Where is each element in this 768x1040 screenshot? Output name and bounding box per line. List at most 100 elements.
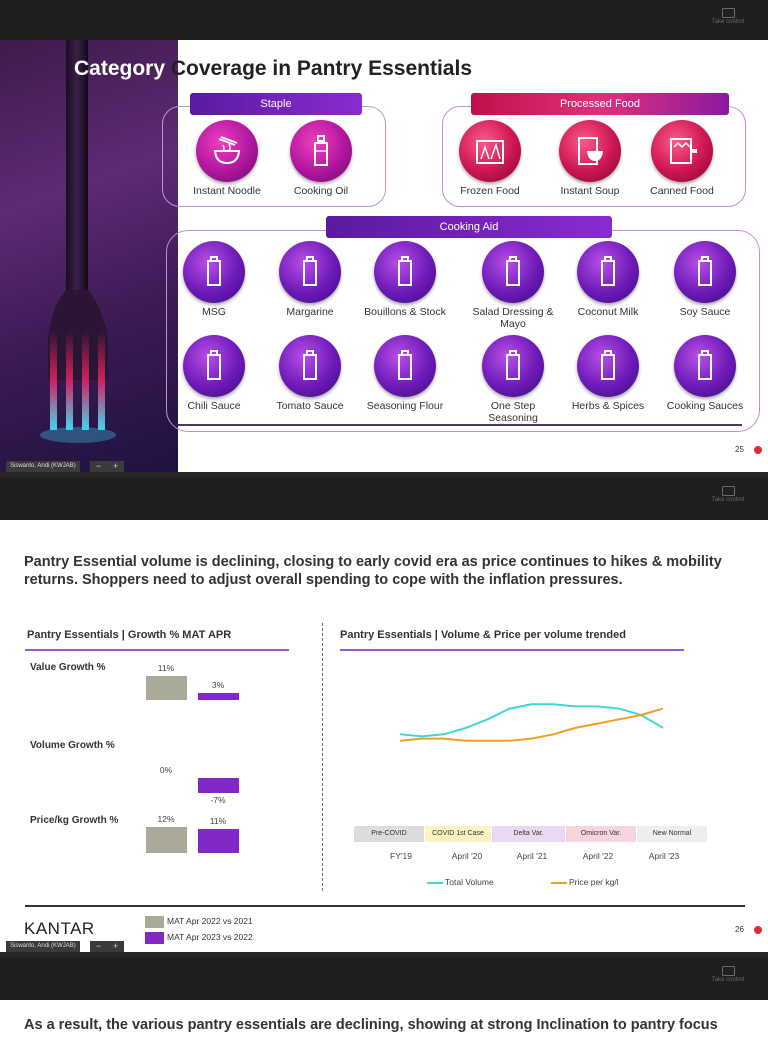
legend-curr-swatch (145, 932, 164, 944)
zoom-controls[interactable]: − + (90, 461, 124, 472)
category-instant-noodle: Instant Noodle (179, 120, 275, 197)
category-label: MSG (202, 306, 226, 318)
category-label: Cooking Oil (293, 185, 349, 197)
cooking-aid-header: Cooking Aid (326, 216, 612, 238)
take-control-button-3[interactable]: Take control (698, 966, 758, 984)
growth-bar-value: 3% (211, 680, 225, 691)
can-icon (651, 120, 713, 182)
take-control-button[interactable]: Take control (698, 8, 758, 26)
section-divider (322, 623, 323, 891)
minus-icon[interactable]: − (95, 461, 102, 471)
category-label: Herbs & Spices (571, 400, 645, 412)
category-label: Salad Dressing & Mayo (472, 306, 554, 330)
growth-bar-value: -7% (210, 795, 226, 806)
plus-icon[interactable]: + (112, 461, 119, 471)
growth-bar-value: 0% (159, 765, 173, 775)
record-dot-icon (754, 446, 762, 454)
growth-bar-value: 12% (157, 813, 175, 824)
viewer-top-bar: Take control (0, 0, 768, 40)
category-label: Margarine (286, 306, 334, 318)
category-label: Frozen Food (460, 185, 520, 197)
metric-label: Volume Growth % (30, 740, 115, 751)
category-item: Soy Sauce (657, 241, 753, 318)
viewer-separator-bar: Take control (0, 478, 768, 520)
freezer-icon (459, 120, 521, 182)
category-item: Cooking Sauces (657, 335, 753, 412)
category-item: Margarine (262, 241, 358, 318)
legend-price-label: Price per kg/l (569, 877, 619, 887)
category-label: Chili Sauce (187, 400, 241, 412)
era-label: COVID 1st Case (425, 826, 491, 842)
category-icon (577, 241, 639, 303)
x-tick-label: April '21 (516, 851, 548, 861)
growth-header-underline (25, 649, 289, 651)
slide-title: Category Coverage in Pantry Essentials (74, 57, 472, 80)
slide-title: As a result, the various pantry essentia… (24, 1017, 718, 1033)
slide-title: Pantry Essential volume is declining, cl… (24, 554, 722, 588)
legend-volume-swatch (427, 882, 443, 884)
growth-bar (198, 778, 239, 794)
category-icon (183, 335, 245, 397)
x-tick-label: FY'19 (390, 851, 412, 861)
era-label: New Normal (637, 826, 707, 842)
category-label: Instant Noodle (193, 185, 261, 197)
growth-bar (146, 826, 187, 853)
trend-header-underline (340, 649, 684, 651)
category-icon (183, 241, 245, 303)
legend-price-swatch (551, 882, 567, 884)
x-tick-label: April '23 (648, 851, 680, 861)
category-icon (482, 335, 544, 397)
take-control-button-2[interactable]: Take control (698, 486, 758, 504)
fork-illustration (40, 40, 116, 443)
viewer-separator-bar-2: Take control (0, 958, 768, 1000)
category-label: Tomato Sauce (276, 400, 344, 412)
x-tick-label: April '20 (451, 851, 483, 861)
category-item: Chili Sauce (166, 335, 262, 412)
series-line-price (399, 707, 664, 742)
staple-header: Staple (190, 93, 362, 115)
category-item: Salad Dressing & Mayo (465, 241, 561, 330)
legend-prev-swatch (145, 916, 164, 928)
slide-number: 25 (735, 445, 744, 454)
category-canned-food: Canned Food (634, 120, 730, 197)
zoom-controls[interactable]: − + (90, 941, 124, 952)
slide-footer-line (25, 905, 745, 907)
growth-bar (198, 693, 239, 700)
presenter-name: Siswanto, Andi (KWJAB) (6, 941, 80, 952)
category-icon (482, 241, 544, 303)
minus-icon[interactable]: − (95, 941, 102, 951)
category-label: Seasoning Flour (366, 400, 444, 412)
legend-volume-label: Total Volume (445, 877, 494, 887)
category-icon (374, 241, 436, 303)
slide-number: 26 (735, 925, 744, 934)
slide-footer-line (178, 424, 742, 426)
category-label: Canned Food (650, 185, 714, 197)
growth-bar (146, 675, 187, 700)
metric-label: Price/kg Growth % (30, 815, 119, 826)
category-item: Herbs & Spices (560, 335, 656, 412)
category-label: Coconut Milk (577, 306, 639, 318)
oil-bottle-icon (290, 120, 352, 182)
category-item: MSG (166, 241, 262, 318)
category-frozen-food: Frozen Food (442, 120, 538, 197)
growth-chart-header: Pantry Essentials | Growth % MAT APR (27, 629, 232, 641)
monitor-icon (721, 486, 735, 496)
era-label: Omicron Var. (566, 826, 636, 842)
monitor-icon (721, 8, 735, 18)
plus-icon[interactable]: + (112, 941, 119, 951)
category-icon (279, 335, 341, 397)
growth-bar-value: 11% (209, 815, 227, 826)
soup-box-icon (559, 120, 621, 182)
monitor-icon (721, 966, 735, 976)
series-line-volume (399, 703, 664, 738)
slide-26: Pantry Essential volume is declining, cl… (0, 520, 768, 952)
category-label: Soy Sauce (679, 306, 731, 318)
trend-chart-header: Pantry Essentials | Volume & Price per v… (340, 629, 626, 641)
legend-prev-label: MAT Apr 2022 vs 2021 (167, 916, 253, 926)
category-item: Bouillons & Stock (357, 241, 453, 318)
category-label: One Step Seasoning (488, 400, 538, 424)
category-label: Bouillons & Stock (364, 306, 446, 318)
record-dot-icon (754, 926, 762, 934)
category-item: Coconut Milk (560, 241, 656, 318)
legend-curr-label: MAT Apr 2023 vs 2022 (167, 932, 253, 942)
